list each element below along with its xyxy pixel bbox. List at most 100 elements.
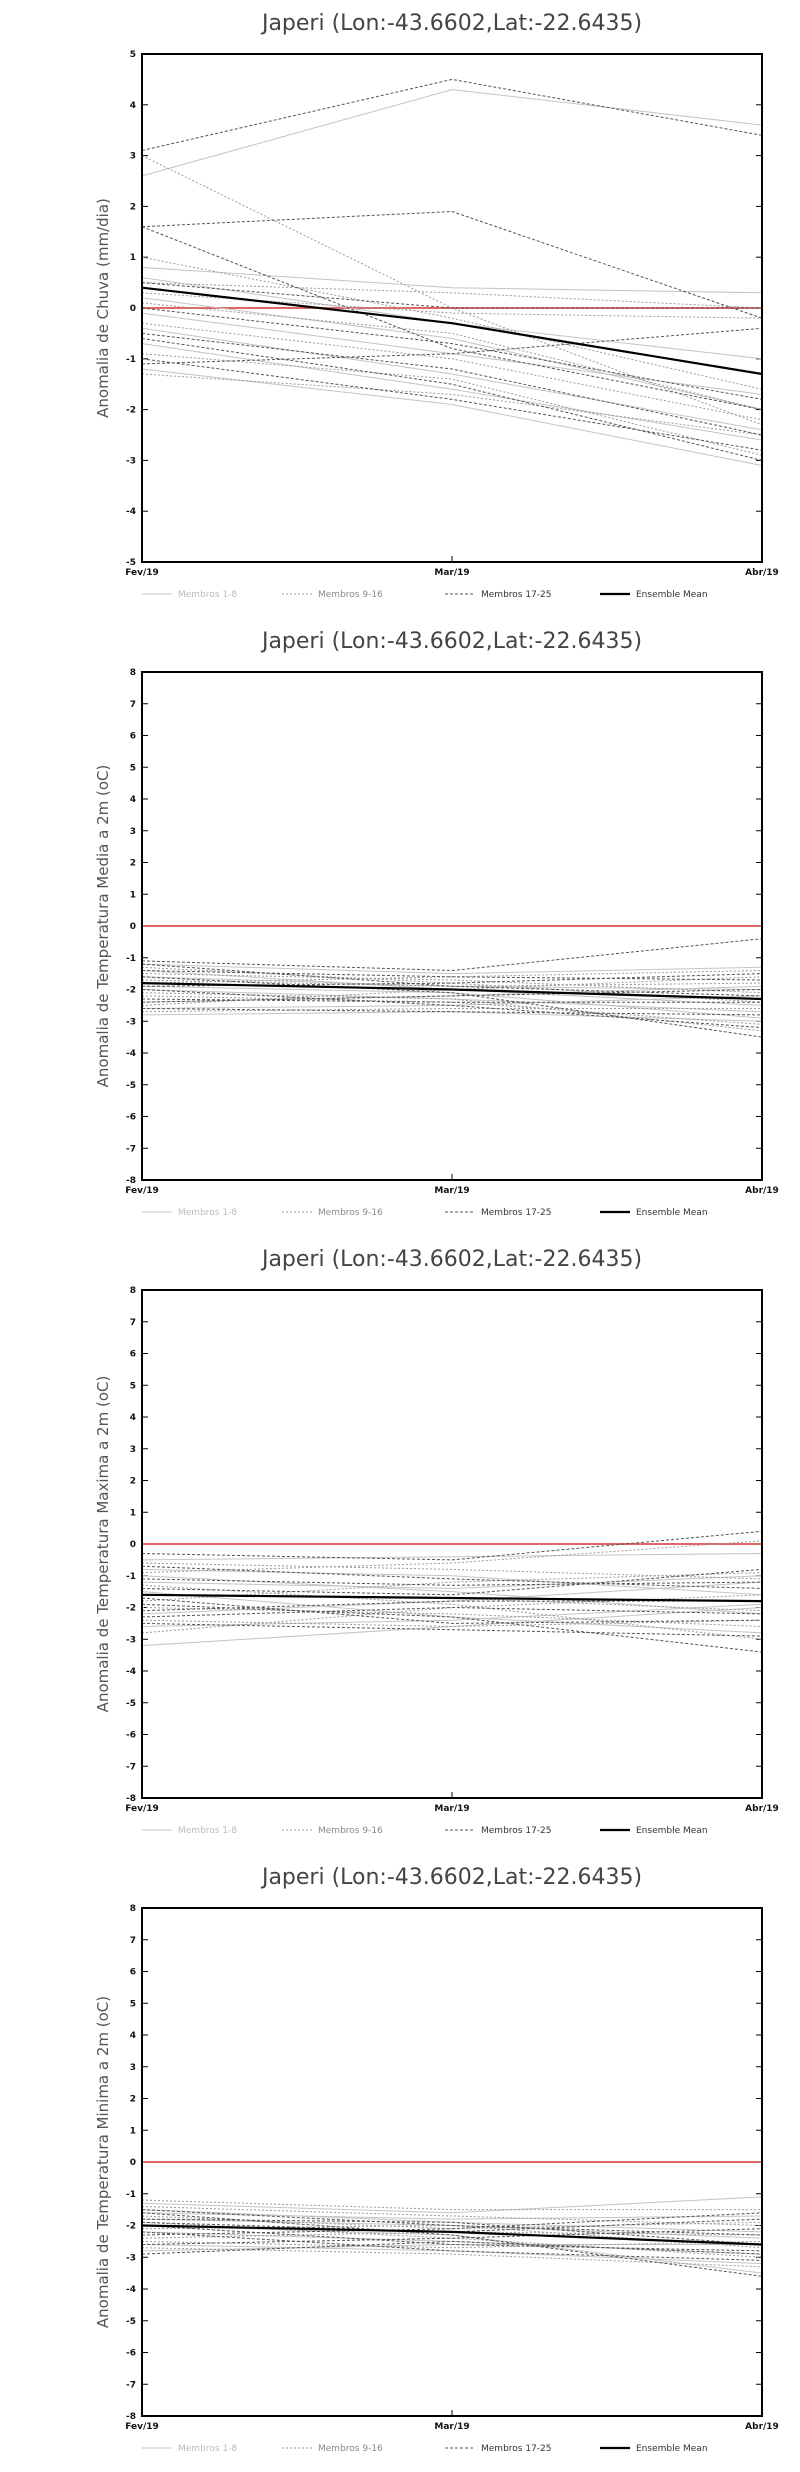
member-line-20 xyxy=(141,973,763,987)
member-line-2 xyxy=(141,266,763,294)
member-line-3 xyxy=(141,1011,763,1022)
member-line-16 xyxy=(141,979,763,987)
x-tick-label: Fev/19 xyxy=(125,1186,159,1196)
member-line-22 xyxy=(141,2231,763,2261)
legend-label: Membros 17-25 xyxy=(481,2444,552,2454)
y-tick-label: 4 xyxy=(130,2031,136,2041)
y-tick-label: 0 xyxy=(130,2158,136,2168)
legend-label: Ensemble Mean xyxy=(636,1826,708,1836)
y-tick-label: 8 xyxy=(130,1286,136,1296)
member-line-16 xyxy=(141,2199,762,2211)
y-tick-label: -4 xyxy=(126,1667,136,1677)
member-line-25 xyxy=(141,989,763,1003)
member-line-14 xyxy=(141,1008,762,1013)
x-tick-label: Mar/19 xyxy=(434,568,469,578)
x-tick-label: Abr/19 xyxy=(745,1804,779,1814)
member-line-22 xyxy=(141,1622,763,1637)
y-tick-label: -3 xyxy=(126,1017,136,1027)
y-tick-label: 6 xyxy=(130,732,136,742)
member-line-18 xyxy=(141,2212,763,2277)
chart-title: Japeri (Lon:-43.6602,Lat:-22.6435) xyxy=(260,1247,642,1272)
member-line-1 xyxy=(141,963,763,975)
member-line-19 xyxy=(141,998,762,1003)
member-line-8 xyxy=(141,2212,763,2220)
y-tick-label: 4 xyxy=(130,795,136,805)
y-tick-label: -6 xyxy=(126,1113,136,1123)
y-tick-label: 0 xyxy=(130,1540,136,1550)
member-line-24 xyxy=(141,2240,763,2255)
legend-label: Membros 17-25 xyxy=(481,1208,552,1218)
legend-label: Membros 17-25 xyxy=(481,590,552,600)
chart-title: Japeri (Lon:-43.6602,Lat:-22.6435) xyxy=(260,11,642,36)
y-tick-label: -1 xyxy=(126,355,136,365)
member-line-1 xyxy=(141,89,763,177)
y-tick-label: 8 xyxy=(130,1904,136,1914)
legend-label: Membros 1-8 xyxy=(178,1208,237,1218)
y-tick-label: -3 xyxy=(126,1635,136,1645)
y-tick-label: -3 xyxy=(126,456,136,466)
member-line-23 xyxy=(141,358,763,451)
y-tick-label: -2 xyxy=(126,1604,136,1614)
member-line-10 xyxy=(141,282,763,309)
legend-label: Membros 1-8 xyxy=(178,590,237,600)
y-tick-label: 1 xyxy=(130,2126,136,2136)
member-line-12 xyxy=(141,2247,763,2268)
member-line-9 xyxy=(141,2206,763,2226)
chart-panel-3: Japeri (Lon:-43.6602,Lat:-22.6435) Anomal… xyxy=(0,1236,800,1854)
legend-label: Membros 9-16 xyxy=(318,2444,383,2454)
y-tick-label: -2 xyxy=(126,2222,136,2232)
y-tick-label: 1 xyxy=(130,890,136,900)
y-tick-label: -5 xyxy=(126,558,136,568)
y-axis-label: Anomalia de Temperatura Minima a 2m (oC) xyxy=(94,1996,112,2328)
y-tick-label: 8 xyxy=(130,668,136,678)
member-line-20 xyxy=(141,282,762,309)
chart-title: Japeri (Lon:-43.6602,Lat:-22.6435) xyxy=(260,1865,642,1890)
member-line-12 xyxy=(141,976,763,1006)
member-line-11 xyxy=(141,2221,763,2258)
y-tick-label: -6 xyxy=(126,1731,136,1741)
member-line-24 xyxy=(141,963,763,997)
member-line-13 xyxy=(141,2215,763,2230)
y-tick-label: 6 xyxy=(130,1350,136,1360)
member-line-10 xyxy=(141,970,763,984)
member-line-10 xyxy=(141,2231,763,2239)
y-axis-label: Anomalia de Temperatura Maxima a 2m (oC) xyxy=(94,1376,112,1713)
member-line-21 xyxy=(141,1568,763,1596)
y-tick-label: 2 xyxy=(130,202,136,212)
member-line-17 xyxy=(141,2212,763,2236)
y-tick-label: -6 xyxy=(126,2349,136,2359)
plot-frame xyxy=(141,53,763,563)
member-line-14 xyxy=(141,1540,763,1574)
ensemble-mean-line xyxy=(141,2224,763,2246)
member-line-23 xyxy=(141,2209,763,2236)
y-tick-label: -8 xyxy=(126,1794,136,1804)
y-tick-label: 5 xyxy=(130,1999,136,2009)
member-line-12 xyxy=(141,1619,763,1628)
member-line-19 xyxy=(141,2225,763,2252)
member-line-4 xyxy=(141,327,763,431)
member-line-7 xyxy=(141,1603,763,1627)
ensemble-mean-line xyxy=(141,982,763,1001)
chart-panel-4: Japeri (Lon:-43.6602,Lat:-22.6435) Anomal… xyxy=(0,1854,800,2472)
member-line-25 xyxy=(141,338,763,461)
member-line-5 xyxy=(141,277,763,360)
legend-label: Membros 17-25 xyxy=(481,1826,552,1836)
y-tick-label: 0 xyxy=(130,922,136,932)
member-line-22 xyxy=(141,332,763,436)
member-line-16 xyxy=(141,1594,763,1612)
y-tick-label: 2 xyxy=(130,859,136,869)
legend-label: Ensemble Mean xyxy=(636,1208,708,1218)
y-tick-label: 5 xyxy=(130,1381,136,1391)
member-line-11 xyxy=(141,322,763,421)
member-line-13 xyxy=(141,256,763,390)
legend-label: Membros 9-16 xyxy=(318,590,383,600)
member-line-8 xyxy=(141,1575,763,1590)
y-tick-label: 1 xyxy=(130,1508,136,1518)
member-line-2 xyxy=(141,989,763,1013)
member-line-2 xyxy=(141,1553,763,1561)
y-tick-label: 2 xyxy=(130,2095,136,2105)
member-line-14 xyxy=(141,302,763,411)
x-tick-label: Mar/19 xyxy=(434,1186,469,1196)
plot-frame xyxy=(141,671,763,1181)
member-line-1 xyxy=(141,2196,763,2214)
